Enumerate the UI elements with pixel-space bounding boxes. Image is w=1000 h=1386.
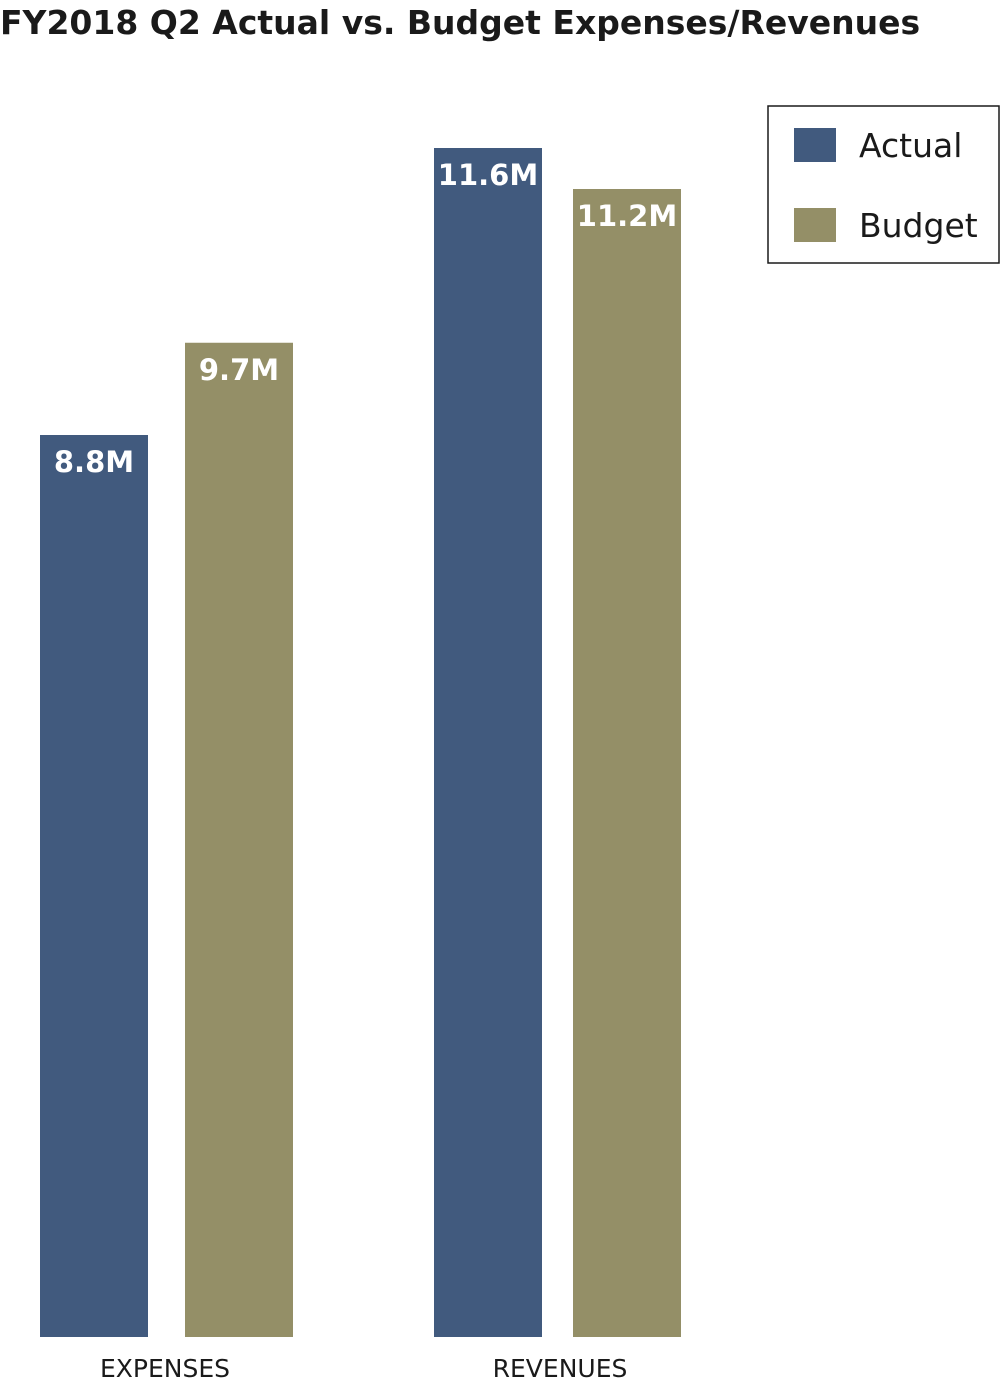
legend-swatch-budget bbox=[794, 208, 836, 242]
category-label-expenses: EXPENSES bbox=[100, 1354, 230, 1383]
category-label-revenues: REVENUES bbox=[493, 1354, 628, 1383]
legend-swatch-actual bbox=[794, 128, 836, 162]
data-label-revenues-actual: 11.6M bbox=[438, 158, 538, 192]
legend-label-budget: Budget bbox=[859, 206, 978, 245]
data-label-expenses-budget: 9.7M bbox=[199, 353, 279, 387]
chart-title: FY2018 Q2 Actual vs. Budget Expenses/Rev… bbox=[0, 3, 920, 42]
legend-label-actual: Actual bbox=[859, 126, 962, 165]
bar-revenues-budget bbox=[573, 189, 681, 1337]
bars-layer bbox=[40, 148, 681, 1337]
data-labels-layer: 8.8M 9.7M 11.6M 11.2M bbox=[54, 158, 677, 479]
bar-expenses-actual bbox=[40, 435, 148, 1337]
category-labels-layer: EXPENSES REVENUES bbox=[100, 1354, 627, 1383]
bar-revenues-actual bbox=[434, 148, 542, 1337]
legend: Actual Budget bbox=[767, 105, 1000, 264]
bar-expenses-budget bbox=[185, 342, 293, 1337]
data-label-revenues-budget: 11.2M bbox=[577, 199, 677, 233]
data-label-expenses-actual: 8.8M bbox=[54, 445, 134, 479]
